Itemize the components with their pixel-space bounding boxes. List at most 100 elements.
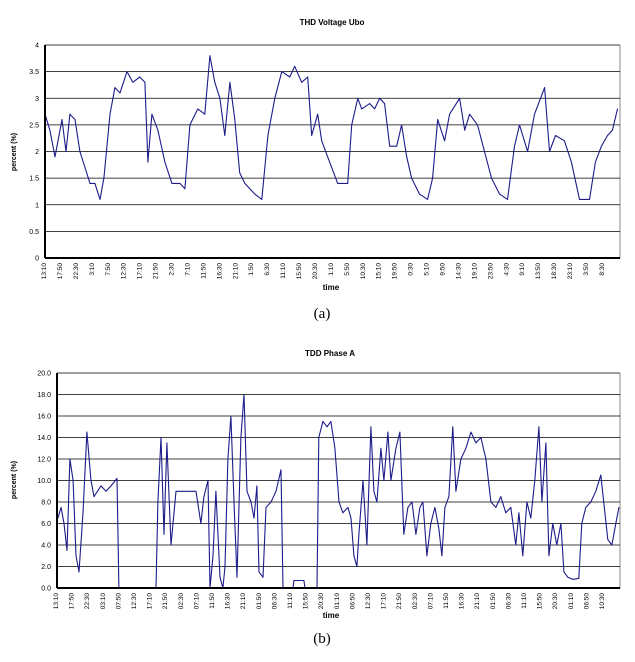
data-point bbox=[432, 177, 433, 179]
data-point bbox=[560, 523, 562, 524]
data-point bbox=[301, 81, 303, 83]
data-point bbox=[144, 81, 146, 83]
x-tick-label: 6:30 bbox=[264, 263, 271, 276]
data-point bbox=[396, 145, 398, 147]
data-point bbox=[594, 161, 596, 163]
data-point bbox=[243, 394, 245, 395]
x-tick-label: 1:50 bbox=[248, 263, 255, 276]
data-point bbox=[229, 81, 231, 83]
data-point bbox=[499, 193, 500, 195]
data-point bbox=[74, 119, 76, 120]
data-point bbox=[163, 533, 165, 535]
data-point bbox=[544, 87, 545, 88]
data-point bbox=[184, 188, 186, 190]
x-tick-label: 07:10 bbox=[427, 593, 434, 610]
data-point bbox=[49, 129, 51, 131]
data-point bbox=[246, 490, 248, 492]
data-point bbox=[261, 199, 263, 200]
x-tick-label: 15:50 bbox=[296, 263, 303, 280]
data-point bbox=[321, 140, 323, 142]
data-point bbox=[361, 108, 363, 110]
data-point bbox=[227, 458, 229, 460]
series-line bbox=[57, 393, 620, 589]
data-point bbox=[491, 177, 492, 179]
data-point bbox=[411, 501, 413, 503]
data-point bbox=[330, 420, 332, 422]
data-point bbox=[427, 199, 429, 200]
data-point bbox=[60, 506, 62, 508]
data-point bbox=[369, 103, 371, 104]
x-tick-label: 10:30 bbox=[360, 263, 367, 280]
data-point bbox=[422, 501, 424, 503]
data-point bbox=[515, 544, 517, 546]
x-tick-label: 23:10 bbox=[567, 263, 574, 280]
x-tick-label: 06:30 bbox=[271, 593, 278, 610]
data-point bbox=[380, 447, 382, 449]
x-tick-label: 14:30 bbox=[455, 263, 462, 280]
data-point bbox=[240, 437, 242, 438]
x-tick-label: 3:10 bbox=[89, 263, 96, 276]
data-point bbox=[455, 490, 457, 492]
x-tick-label: 17:10 bbox=[147, 593, 154, 610]
data-point bbox=[589, 199, 590, 200]
data-point bbox=[500, 496, 502, 498]
data-point bbox=[347, 183, 349, 184]
data-point bbox=[618, 506, 620, 508]
data-point bbox=[114, 87, 116, 88]
data-point bbox=[403, 533, 405, 535]
figure-caption: (a) bbox=[314, 306, 331, 322]
x-tick-label: 20:30 bbox=[552, 593, 559, 610]
data-point bbox=[534, 480, 536, 481]
y-tick-label: 4.0 bbox=[41, 543, 51, 550]
data-point bbox=[54, 156, 56, 158]
data-point bbox=[147, 161, 149, 163]
x-axis-label: time bbox=[323, 283, 340, 292]
y-tick-label: 2.5 bbox=[29, 122, 39, 129]
data-point bbox=[233, 501, 235, 503]
data-point bbox=[89, 183, 91, 184]
data-point bbox=[322, 420, 324, 422]
data-point bbox=[527, 151, 528, 152]
data-point bbox=[99, 199, 101, 200]
data-point bbox=[549, 151, 550, 152]
x-tick-label: 02:30 bbox=[412, 593, 419, 610]
data-point bbox=[399, 431, 401, 433]
data-point bbox=[256, 485, 258, 487]
data-point bbox=[275, 490, 277, 492]
x-tick-label: 06:50 bbox=[583, 593, 590, 610]
x-tick-label: 5:50 bbox=[344, 263, 351, 276]
x-tick-label: 21:50 bbox=[162, 593, 169, 610]
data-point bbox=[444, 506, 446, 508]
data-point bbox=[204, 113, 206, 115]
data-point bbox=[84, 167, 86, 168]
data-point bbox=[615, 523, 617, 524]
x-tick-label: 0:30 bbox=[408, 263, 415, 276]
chart-thd-voltage: THD Voltage Ubo percent (%) time (a) 0 0.… bbox=[11, 18, 621, 322]
data-point bbox=[337, 183, 339, 184]
data-point bbox=[604, 512, 606, 514]
data-point bbox=[460, 458, 462, 460]
data-point bbox=[475, 442, 477, 444]
data-point bbox=[444, 140, 446, 142]
data-point bbox=[373, 490, 375, 492]
y-axis-label: percent (%) bbox=[11, 461, 18, 499]
data-point bbox=[214, 81, 216, 83]
data-point bbox=[419, 193, 420, 195]
x-tick-label: 23:50 bbox=[487, 263, 494, 280]
x-tick-label: 21:10 bbox=[232, 263, 239, 280]
data-point bbox=[179, 183, 181, 184]
data-point bbox=[374, 108, 375, 110]
data-point bbox=[563, 571, 565, 573]
data-point bbox=[581, 523, 583, 524]
data-point bbox=[437, 119, 439, 120]
y-tick-label: 2.0 bbox=[41, 564, 51, 571]
x-tick-label: 16:30 bbox=[225, 593, 232, 610]
data-point bbox=[239, 172, 241, 174]
data-point bbox=[119, 92, 121, 94]
data-point bbox=[160, 437, 162, 438]
data-point bbox=[224, 135, 226, 136]
data-point bbox=[219, 97, 221, 99]
x-tick-label: 17:10 bbox=[381, 593, 388, 610]
data-point bbox=[303, 580, 305, 581]
data-point bbox=[157, 501, 159, 503]
